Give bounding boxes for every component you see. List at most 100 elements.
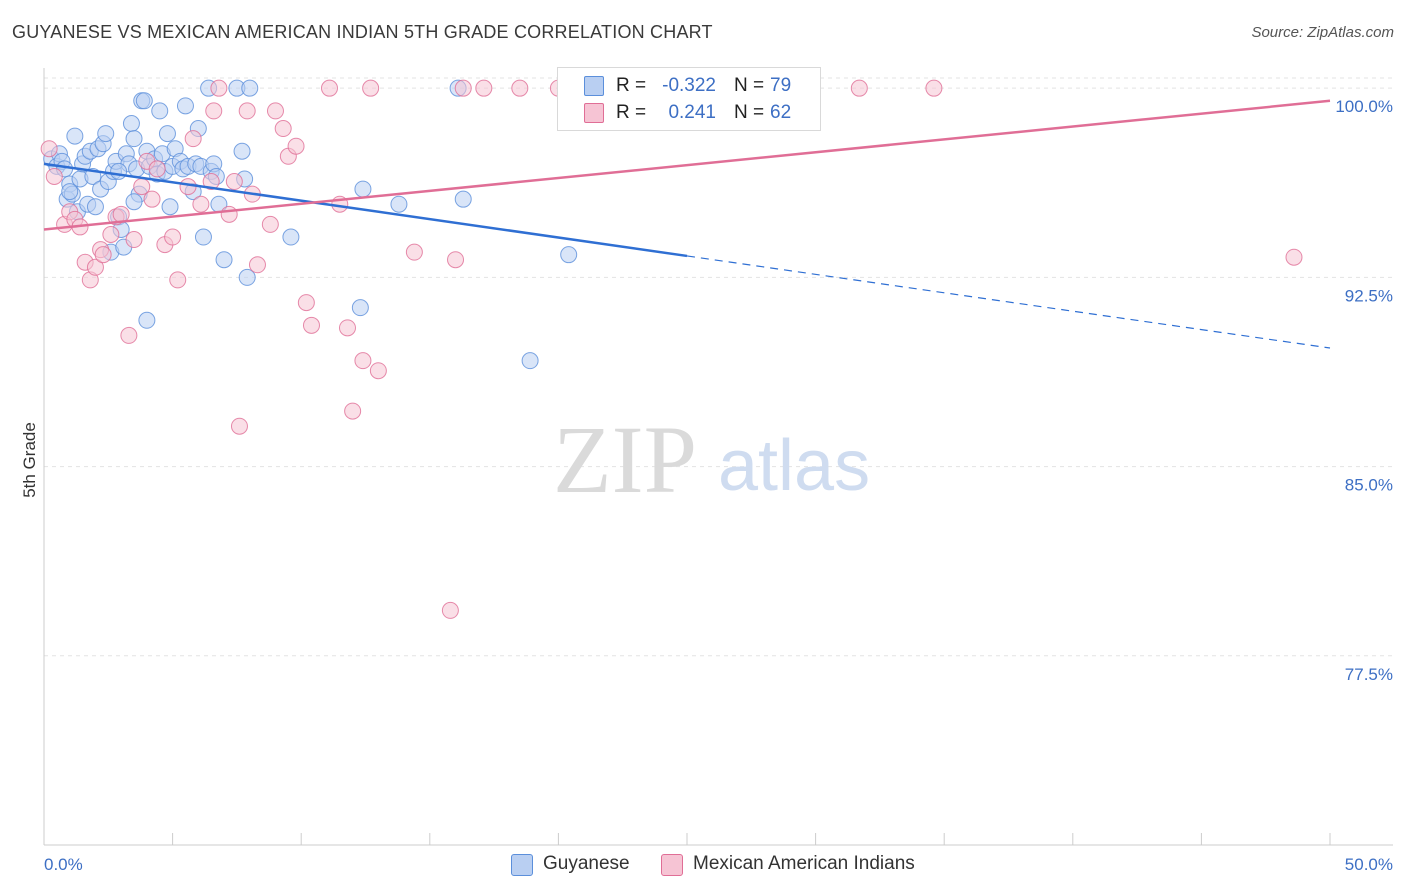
trend-mexican-american-indians xyxy=(43,99,1331,231)
point-mexican-american-indians xyxy=(354,352,372,370)
legend-n-label: N = xyxy=(734,75,765,96)
point-mexican-american-indians xyxy=(248,256,266,274)
source-label: Source: ZipAtlas.com xyxy=(1251,24,1394,41)
chart-title: GUYANESE VS MEXICAN AMERICAN INDIAN 5TH … xyxy=(12,22,713,42)
legend-n-label: N = xyxy=(734,102,765,123)
point-mexican-american-indians xyxy=(202,173,220,191)
point-mexican-american-indians xyxy=(475,79,493,97)
legend-r-label: R = xyxy=(616,102,647,123)
legend-swatch-guyanese xyxy=(511,854,533,876)
point-mexican-american-indians xyxy=(1285,248,1303,266)
legend-n-value: 79 xyxy=(770,75,792,96)
y-tick-label: 85.0% xyxy=(1345,476,1393,495)
trend-lines xyxy=(43,99,1331,349)
point-mexican-american-indians xyxy=(164,228,182,246)
point-mexican-american-indians xyxy=(40,140,58,158)
point-mexican-american-indians xyxy=(287,137,305,155)
point-guyanese xyxy=(161,198,179,216)
point-guyanese xyxy=(158,125,176,143)
legend-swatch-mexican-american-indians xyxy=(661,854,683,876)
point-mexican-american-indians xyxy=(220,205,238,223)
axes xyxy=(43,68,1393,846)
axis-labels: 5th Grade 0.0% 50.0% 77.5% 85.0% 92.5% 100.… xyxy=(20,97,1393,874)
y-tick-label: 77.5% xyxy=(1345,665,1393,684)
point-mexican-american-indians xyxy=(925,79,943,97)
series-legend: Guyanese Mexican American Indians xyxy=(0,852,1406,878)
legend-r-value: -0.322 xyxy=(662,75,716,96)
point-mexican-american-indians xyxy=(230,417,248,435)
point-mexican-american-indians xyxy=(210,79,228,97)
point-guyanese xyxy=(282,228,300,246)
point-mexican-american-indians xyxy=(266,102,284,120)
legend-swatch-guyanese xyxy=(584,76,604,96)
point-mexican-american-indians xyxy=(125,231,143,249)
legend-swatch-mexican-american-indians xyxy=(584,103,604,123)
point-guyanese xyxy=(66,127,84,145)
x-tick-max: 50.0% xyxy=(1345,855,1393,874)
point-guyanese xyxy=(110,162,128,180)
legend-label-guyanese: Guyanese xyxy=(543,853,630,874)
point-mexican-american-indians xyxy=(169,271,187,289)
point-guyanese xyxy=(138,311,156,329)
watermark-atlas: atlas xyxy=(718,426,870,506)
point-guyanese xyxy=(390,195,408,213)
point-guyanese xyxy=(125,193,143,211)
point-guyanese xyxy=(241,79,259,97)
y-tick-label: 92.5% xyxy=(1345,286,1393,305)
point-mexican-american-indians xyxy=(184,130,202,148)
point-mexican-american-indians xyxy=(441,601,459,619)
point-mexican-american-indians xyxy=(120,326,138,344)
point-guyanese xyxy=(135,92,153,110)
point-guyanese xyxy=(521,352,539,370)
point-mexican-american-indians xyxy=(405,243,423,261)
point-mexican-american-indians xyxy=(112,205,130,223)
point-guyanese xyxy=(122,115,140,132)
point-mexican-american-indians xyxy=(225,173,243,191)
point-mexican-american-indians xyxy=(850,79,868,97)
point-guyanese xyxy=(176,97,194,115)
legend-row-guyanese: R = -0.322 N = 79 xyxy=(558,73,820,99)
point-guyanese xyxy=(215,251,233,269)
point-guyanese xyxy=(354,180,372,198)
point-mexican-american-indians xyxy=(511,79,529,97)
stats-legend: R = -0.322 N = 79 R = 0.241 N = 62 xyxy=(557,67,821,131)
point-mexican-american-indians xyxy=(143,190,161,208)
legend-n-value: 62 xyxy=(770,102,792,123)
point-mexican-american-indians xyxy=(192,195,210,213)
point-guyanese xyxy=(86,198,104,216)
point-mexican-american-indians xyxy=(297,294,315,312)
legend-label-mexican-american-indians: Mexican American Indians xyxy=(693,853,915,874)
point-mexican-american-indians xyxy=(86,258,104,276)
x-tick-min: 0.0% xyxy=(44,855,83,874)
point-mexican-american-indians xyxy=(179,178,197,196)
point-mexican-american-indians xyxy=(302,316,320,334)
point-guyanese xyxy=(194,228,212,246)
point-guyanese xyxy=(61,183,79,201)
watermark-zip: ZIP xyxy=(553,406,697,513)
point-guyanese xyxy=(97,125,115,143)
point-mexican-american-indians xyxy=(261,215,279,233)
point-mexican-american-indians xyxy=(238,102,256,120)
legend-row-mexican-american-indians: R = 0.241 N = 62 xyxy=(558,100,820,126)
point-mexican-american-indians xyxy=(205,102,223,120)
legend-r-value: 0.241 xyxy=(668,102,716,123)
trend-guyanese-extension xyxy=(686,255,1331,349)
point-mexican-american-indians xyxy=(102,226,120,243)
y-tick-label: 100.0% xyxy=(1335,97,1393,116)
point-mexican-american-indians xyxy=(454,79,472,97)
watermark: ZIP atlas xyxy=(553,406,870,513)
point-mexican-american-indians xyxy=(274,120,292,138)
trend-guyanese xyxy=(43,162,688,258)
point-guyanese xyxy=(238,268,256,286)
point-guyanese xyxy=(454,190,472,208)
gridlines xyxy=(44,77,1393,657)
point-mexican-american-indians xyxy=(320,79,338,97)
y-axis-label: 5th Grade xyxy=(20,422,39,498)
point-mexican-american-indians xyxy=(338,319,356,337)
point-guyanese xyxy=(560,246,578,264)
point-mexican-american-indians xyxy=(94,246,112,264)
point-guyanese xyxy=(151,102,169,120)
point-guyanese xyxy=(351,299,369,317)
point-mexican-american-indians xyxy=(369,362,387,380)
